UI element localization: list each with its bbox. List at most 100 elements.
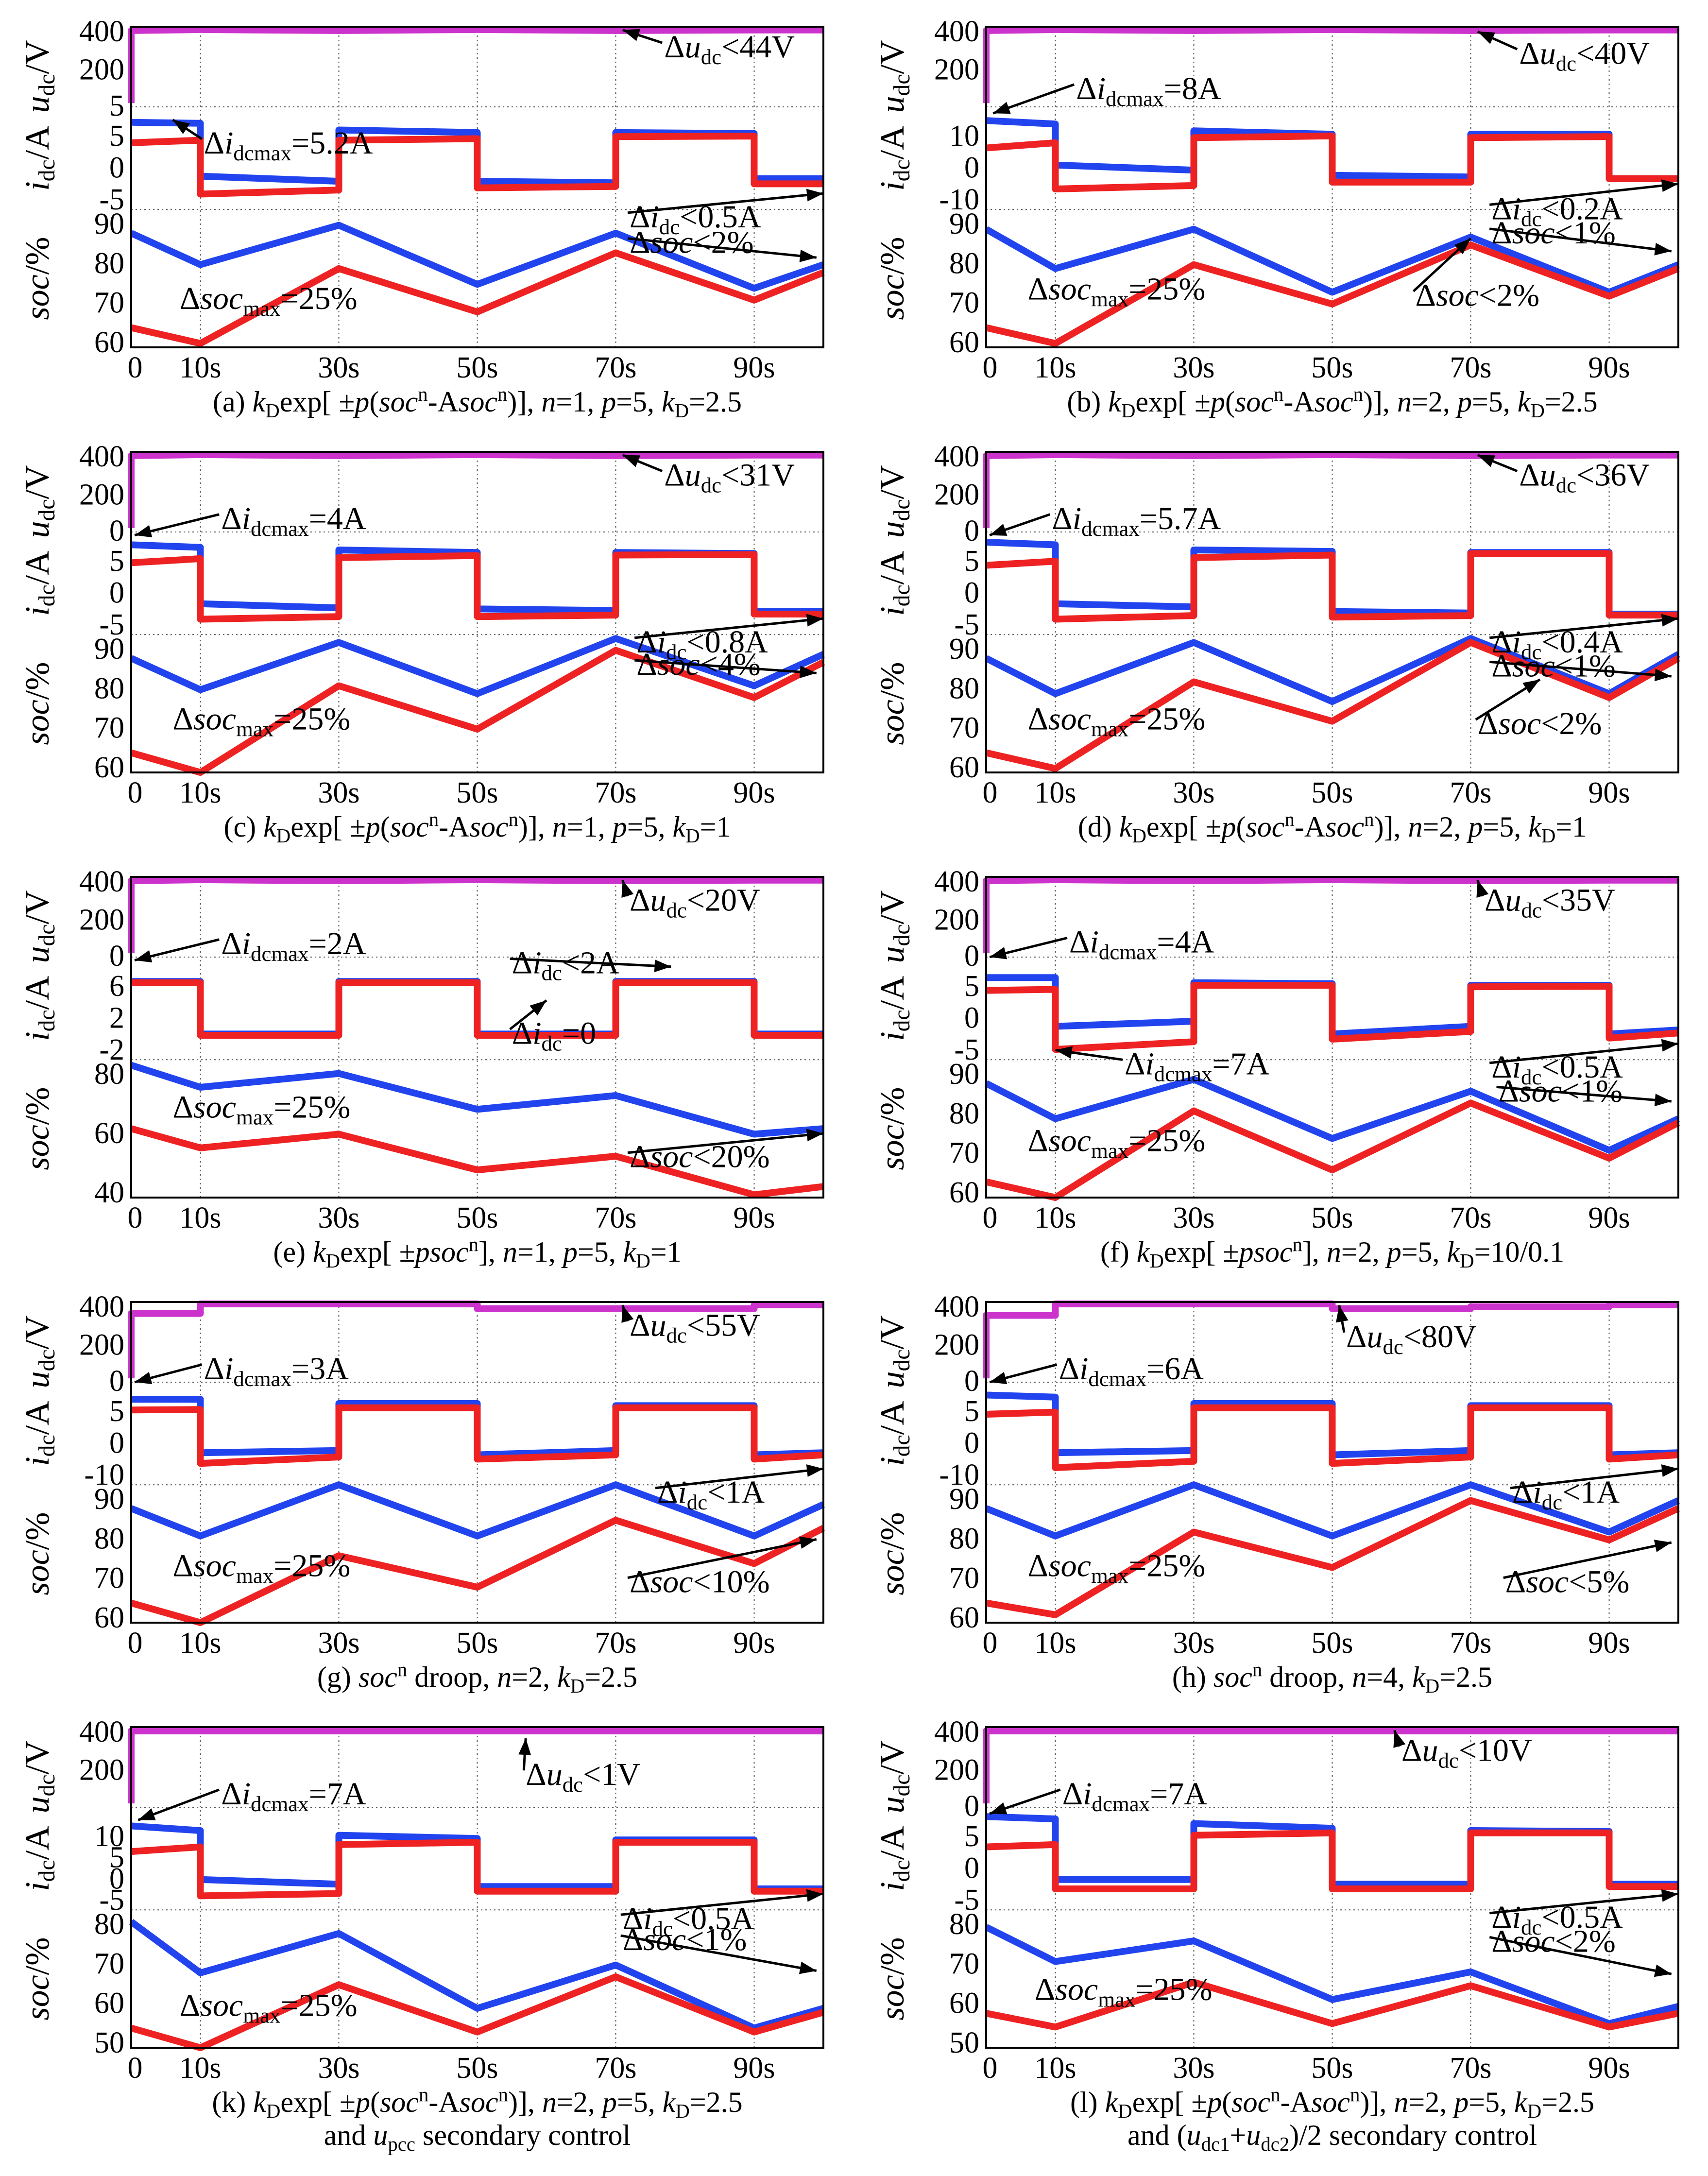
tick-label: 80 <box>949 1522 979 1555</box>
annotation-arrowhead <box>1477 455 1496 467</box>
annotation-label: Δsocmax=25% <box>180 1988 358 2027</box>
annotation-arrowhead <box>135 525 153 538</box>
series-i_dc2 <box>986 550 1678 623</box>
y-label-soc: soc/% <box>874 237 911 320</box>
tick-label: 40 <box>94 1176 124 1209</box>
annotation-label: Δsocmax=25% <box>1028 1548 1206 1588</box>
plot-frame <box>985 876 1679 1199</box>
series-i_dc2 <box>131 551 823 623</box>
panel-caption: (a) kDexp[ ±p(socn-Asocn)], n=1, p=5, kD… <box>213 383 742 422</box>
annotation-label: Δidcmax=4A <box>221 501 366 541</box>
x-tick-label: 0 <box>128 1627 143 1660</box>
series-i_dc2 <box>131 979 823 1039</box>
y-label-udc: udc/V <box>874 40 915 113</box>
tick-label: -5 <box>954 1033 979 1066</box>
annotation-arrowhead <box>993 102 1011 114</box>
series-i_dc2 <box>986 982 1679 1053</box>
x-tick-label: 30s <box>1173 2052 1214 2085</box>
x-tick-label: 10s <box>179 1201 221 1234</box>
series-soc2 <box>985 1497 1680 1618</box>
series-u_dc <box>128 1300 823 1379</box>
tick-label: -5 <box>99 608 124 641</box>
tick-label: 5 <box>109 89 124 122</box>
tick-label: -5 <box>954 1884 979 1917</box>
tick-label: 5 <box>109 120 124 153</box>
annotation-label: Δsoc<10% <box>630 1564 770 1600</box>
x-tick-label: 0 <box>983 2052 998 2085</box>
series-u_dc <box>983 1300 1678 1379</box>
x-tick-label: 50s <box>1311 351 1353 384</box>
plot-frame <box>985 1301 1679 1624</box>
plot-frame <box>130 1301 824 1624</box>
series-soc1 <box>985 1481 1680 1540</box>
tick-label: 6 <box>109 970 124 1003</box>
x-tick-label: 50s <box>456 1627 498 1660</box>
annotation-arrowhead <box>1393 1730 1406 1748</box>
tick-label: 0 <box>964 152 979 185</box>
x-tick-label: 50s <box>456 351 498 384</box>
annotation-arrowhead <box>799 249 817 262</box>
annotation-label: Δsoc<1% <box>623 1922 747 1957</box>
annotation-arrowhead <box>1661 614 1678 627</box>
x-tick-label: 0 <box>983 1627 998 1660</box>
x-tick-label: 70s <box>595 1201 636 1234</box>
y-label-idc: idc/A <box>874 550 915 616</box>
tick-label: 60 <box>94 1601 124 1634</box>
tick-label: 90 <box>94 633 124 666</box>
tick-label: 5 <box>109 1841 124 1874</box>
tick-label: 60 <box>949 1987 979 2020</box>
y-label-idc: idc/A <box>19 1826 60 1891</box>
tick-label: 90 <box>94 1483 124 1516</box>
annotation-arrow <box>627 1538 817 1579</box>
panel-caption: (b) kDexp[ ±p(socn-Asocn)], n=2, p=5, kD… <box>1067 383 1597 422</box>
tick-label: 0 <box>964 940 979 973</box>
plot-frame <box>130 26 824 348</box>
tick-label: 5 <box>964 1395 979 1428</box>
x-tick-label: 70s <box>595 1627 636 1660</box>
x-tick-label: 0 <box>128 776 143 809</box>
annotation-label: Δudc<80V <box>1346 1319 1477 1359</box>
x-tick-label: 90s <box>1588 776 1630 809</box>
x-tick-label: 0 <box>983 351 998 384</box>
annotation-arrow <box>510 957 671 968</box>
tick-label: 0 <box>109 1862 124 1895</box>
annotation-label: Δidc=0 <box>512 1016 596 1056</box>
tick-label: 200 <box>934 478 979 511</box>
annotation-arrowhead <box>806 1889 823 1902</box>
x-tick-label: 50s <box>1311 2052 1353 2085</box>
y-label-soc: soc/% <box>19 237 56 320</box>
plot-frame <box>130 451 824 773</box>
annotation-arrowhead <box>1654 668 1672 682</box>
annotation-label: Δudc<20V <box>630 883 760 923</box>
tick-label: 0 <box>964 1852 979 1885</box>
y-label-soc: soc/% <box>19 1087 56 1170</box>
annotation-label: Δsoc<2% <box>1478 706 1602 741</box>
x-tick-label: 10s <box>1034 351 1076 384</box>
panel-caption-2: and (udc1+udc2)/2 secondary control <box>1127 2119 1537 2155</box>
annotation-arrowhead <box>529 1000 547 1016</box>
annotation-label: Δsoc<2% <box>630 225 754 260</box>
series-soc2 <box>130 249 825 347</box>
annotation-arrowhead <box>654 959 671 973</box>
x-tick-label: 50s <box>456 776 498 809</box>
tick-label: 60 <box>949 751 979 784</box>
annotation-arrowhead <box>1477 31 1496 44</box>
annotation-arrowhead <box>1661 1039 1678 1052</box>
tick-label: 90 <box>949 1058 979 1091</box>
panel-caption: (f) kDexp[ ±psocn], n=2, p=5, kD=10/0.1 <box>1100 1234 1564 1272</box>
annotation-label: Δidc<0.2A <box>1491 191 1623 231</box>
annotation-label: Δidc<1A <box>1512 1474 1620 1514</box>
annotation-label: Δudc<44V <box>664 29 795 69</box>
x-tick-label: 90s <box>733 776 775 809</box>
x-tick-label: 0 <box>983 1201 998 1234</box>
tick-label: 0 <box>109 940 124 973</box>
series-soc2 <box>985 241 1680 347</box>
tick-label: 10 <box>949 120 979 153</box>
x-tick-label: 50s <box>1311 1627 1353 1660</box>
tick-label: 70 <box>94 712 124 745</box>
y-label-udc: udc/V <box>874 1316 915 1388</box>
annotation-label: Δidcmax=7A <box>221 1776 366 1816</box>
